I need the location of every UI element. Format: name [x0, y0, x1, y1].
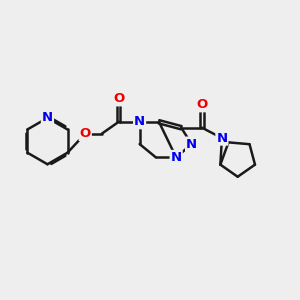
Text: N: N	[171, 151, 182, 164]
Text: O: O	[80, 127, 91, 140]
Text: N: N	[216, 132, 227, 145]
Text: O: O	[196, 98, 208, 111]
Text: N: N	[134, 115, 145, 128]
Text: O: O	[113, 92, 124, 105]
Text: N: N	[186, 138, 197, 151]
Text: N: N	[42, 111, 53, 124]
